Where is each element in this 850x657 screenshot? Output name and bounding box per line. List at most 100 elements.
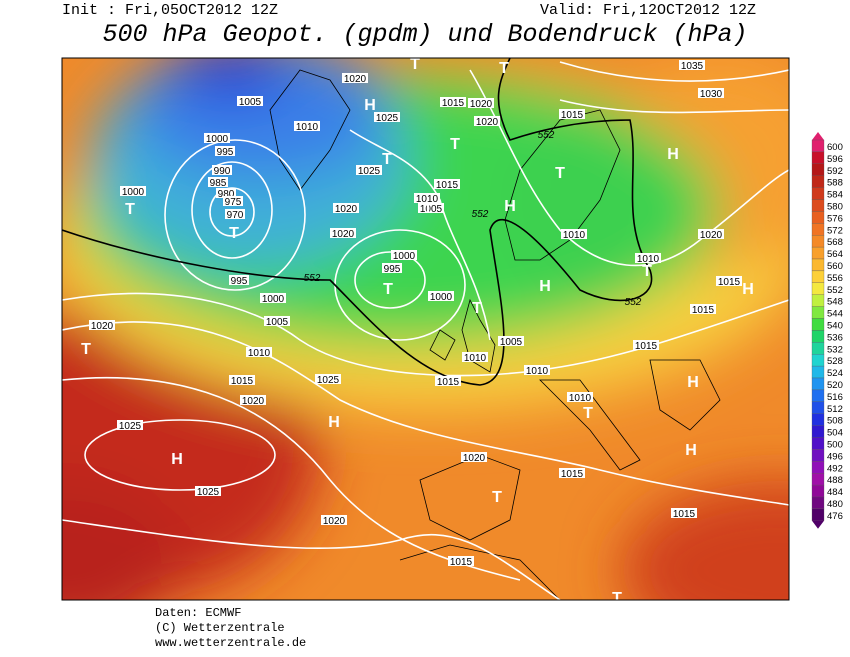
isobar-label: 1020	[476, 117, 499, 128]
isobar-label: 1020	[463, 453, 486, 464]
isobar-label-box	[229, 375, 255, 385]
legend-label: 556	[827, 273, 843, 284]
pressure-center: T	[472, 300, 482, 317]
isobar-label-box	[264, 316, 290, 326]
legend-label: 564	[827, 249, 843, 260]
legend-label: 480	[827, 499, 843, 510]
isobar-label: 1020	[323, 516, 346, 527]
isobar-label: 1010	[569, 393, 592, 404]
legend-swatch	[811, 306, 825, 319]
isobar-label: 1000	[430, 292, 453, 303]
isobar-label-box	[462, 352, 488, 362]
coastlines	[269, 69, 721, 600]
legend-label: 496	[827, 451, 843, 462]
isobar-label: 1000	[262, 294, 285, 305]
footer: Daten: ECMWF (C) Wetterzentrale www.wetter…	[155, 606, 306, 651]
isobar-label-box	[229, 275, 249, 285]
legend-label: 532	[827, 344, 843, 355]
isobar-label: 1035	[681, 61, 704, 72]
isobar-label: 1025	[119, 421, 142, 432]
isobar-label: 1005	[239, 97, 262, 108]
legend-swatch	[811, 508, 825, 521]
legend-label: 524	[827, 368, 843, 379]
legend-swatch	[811, 449, 825, 462]
isobar-label-box	[321, 515, 347, 525]
legend-label: 584	[827, 190, 843, 201]
legend-swatch	[811, 258, 825, 272]
isobar-label: 1015	[635, 341, 658, 352]
isobar-label: 990	[214, 166, 231, 177]
isobar-label: 1000	[122, 187, 145, 198]
map-title: 500 hPa Geopot. (gpdm) und Bodendruck (h…	[102, 20, 748, 49]
pressure-center: H	[687, 374, 699, 391]
isobar-label-box	[635, 253, 661, 263]
legend-swatch	[811, 365, 825, 379]
legend-label: 544	[827, 309, 843, 320]
isobar-label: 1005	[500, 337, 523, 348]
legend-swatch	[811, 223, 825, 236]
isobar-label-box	[524, 365, 550, 375]
legend-swatch	[811, 235, 825, 248]
isobar-label: 1015	[718, 277, 741, 288]
isobar-label-box	[204, 133, 230, 143]
pressure-center: H	[685, 442, 697, 459]
isobar-label: 1020	[335, 204, 358, 215]
field-shading	[62, 58, 789, 600]
isobar-label: 985	[210, 178, 227, 189]
isobar-label: 1015	[442, 98, 465, 109]
legend-label: 596	[827, 154, 843, 165]
isobar-label: 1015	[450, 557, 473, 568]
isobar-label: 1020	[470, 99, 493, 110]
legend-label: 488	[827, 475, 843, 486]
isobar-label-box	[418, 203, 444, 213]
legend-label: 484	[827, 487, 843, 498]
pressure-center: H	[539, 278, 551, 295]
isobar-label: 1010	[637, 254, 660, 265]
pressure-center: H	[364, 97, 376, 114]
isobar-label: 1015	[561, 469, 584, 480]
map-frame	[61, 57, 790, 601]
isobar-label: 1010	[526, 366, 549, 377]
pressure-center: T	[383, 281, 393, 298]
isobar-label: 1020	[91, 321, 114, 332]
isobar-label-box	[698, 88, 724, 98]
isobar-label-box	[440, 97, 466, 107]
legend-label: 492	[827, 463, 843, 474]
isobar-label: 1025	[197, 487, 220, 498]
legend-swatch	[811, 294, 825, 307]
legend-label: 588	[827, 178, 843, 189]
isobar-label: 1015	[437, 377, 460, 388]
isobar-label: 1000	[393, 251, 416, 262]
legend-label: 568	[827, 237, 843, 248]
isobar-label-box	[225, 209, 245, 219]
pressure-center: T	[125, 201, 135, 218]
legend-swatch	[811, 461, 825, 474]
isobar-label-box	[342, 73, 368, 83]
footer-line: Daten: ECMWF	[155, 606, 242, 620]
isobar-label: 975	[225, 197, 242, 208]
isobars	[62, 61, 789, 600]
isobar-label: 1030	[700, 89, 723, 100]
isobar-label: 1015	[673, 509, 696, 520]
isobar-label-box	[240, 395, 266, 405]
geopotential-552	[62, 58, 653, 386]
isobar-label: 1020	[344, 74, 367, 85]
isobar-label-box	[567, 392, 593, 402]
legend-swatch	[811, 199, 825, 212]
isobar-label: 1010	[416, 194, 439, 205]
isobar-label: 1010	[296, 122, 319, 133]
isobar-label-box	[559, 468, 585, 478]
isobar-label-box	[671, 508, 697, 518]
legend-label: 476	[827, 511, 843, 522]
legend-label: 552	[827, 285, 843, 296]
pressure-center: T	[612, 590, 622, 607]
isobar-label: 1015	[231, 376, 254, 387]
legend-swatch	[811, 413, 825, 426]
legend-swatch	[811, 473, 825, 486]
isobar-label-box	[690, 304, 716, 314]
pressure-center: H	[171, 451, 183, 468]
legend-label: 512	[827, 404, 843, 415]
init-time: Init : Fri,05OCT2012 12Z	[62, 2, 279, 19]
isobar-label: 995	[231, 276, 248, 287]
